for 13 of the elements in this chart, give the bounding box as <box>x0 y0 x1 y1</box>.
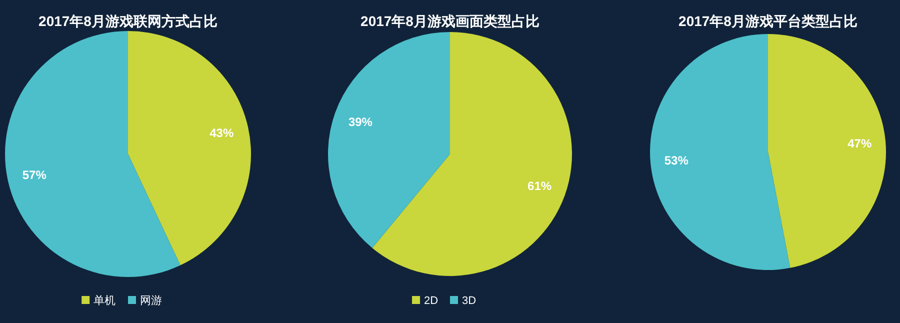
data-label: 61% <box>528 179 552 194</box>
chart-title: 2017年8月游戏联网方式占比 <box>38 13 218 29</box>
legend-label: 3D <box>462 295 476 307</box>
legend-label: 网游 <box>140 295 162 307</box>
legend-label: 2D <box>424 295 438 307</box>
chart-title: 2017年8月游戏画面类型占比 <box>360 13 540 29</box>
data-label: 43% <box>210 126 234 140</box>
chart-title: 2017年8月游戏平台类型占比 <box>678 13 858 29</box>
data-label: 39% <box>348 114 373 129</box>
data-label: 47% <box>848 136 872 150</box>
legend-label: 单机 <box>94 294 116 307</box>
data-label: 53% <box>664 154 689 168</box>
data-label: 57% <box>22 168 47 182</box>
